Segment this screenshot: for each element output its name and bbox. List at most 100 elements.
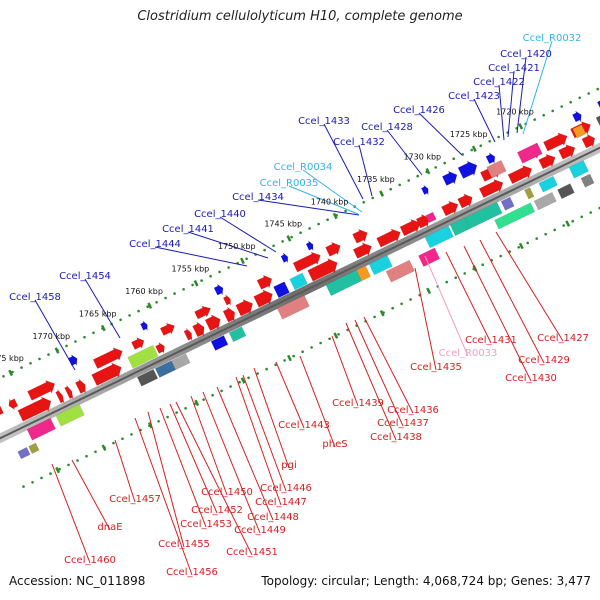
tick-dot — [173, 292, 176, 295]
major-tick — [240, 257, 245, 265]
tick-label-1720-kbp: 1720 kbp — [496, 108, 534, 117]
tick-dot — [389, 187, 393, 191]
major-tick — [425, 167, 431, 175]
tick-dot — [551, 109, 554, 113]
leader-line-ccel-1431 — [445, 251, 492, 344]
tick-dot — [544, 232, 547, 236]
gene-feature — [418, 247, 441, 267]
gene-feature — [26, 417, 56, 441]
tick-dot — [191, 283, 194, 287]
leader-line-ccel-1444 — [154, 246, 248, 267]
tick-dot — [76, 459, 79, 462]
gene-feature — [192, 321, 205, 338]
tick-dot — [362, 201, 366, 204]
gene-feature — [457, 160, 478, 179]
gene-label-pgi: pgi — [281, 460, 296, 471]
tick-dot — [508, 250, 512, 253]
leader-line-ccel-1427 — [495, 231, 564, 342]
gene-feature — [131, 337, 145, 350]
major-tick — [286, 235, 292, 242]
gene-label-ccel-1438: Ccel_1438 — [370, 432, 422, 443]
gene-feature — [325, 241, 341, 257]
gene-label-ccel-r0035: Ccel_R0035 — [260, 178, 319, 189]
gene-feature — [485, 152, 496, 165]
gene-feature — [204, 314, 221, 332]
tick-dot — [445, 280, 449, 284]
gene-feature — [557, 183, 575, 200]
gene-label-ccel-1444: Ccel_1444 — [129, 239, 181, 250]
leader-line-ccel-1436 — [363, 316, 414, 414]
leader-line-ccel-1458 — [34, 299, 76, 371]
gene-labels: Ccel_1420Ccel_1421Ccel_1422Ccel_1423Ccel… — [9, 33, 589, 578]
tick-dot — [121, 437, 124, 441]
leader-line-dnae — [71, 459, 111, 531]
tick-dot — [209, 274, 212, 278]
gene-label-ccel-1452: Ccel_1452 — [191, 505, 243, 516]
leader-line-ccel-1446 — [242, 374, 287, 492]
gene-feature — [441, 200, 459, 217]
tick-dot — [407, 179, 411, 182]
tick-dot — [443, 161, 447, 165]
gene-feature — [494, 202, 536, 230]
gene-feature — [516, 142, 543, 164]
leader-line-ccel-1440 — [219, 216, 277, 253]
major-tick — [471, 145, 477, 153]
gene-feature — [538, 153, 556, 170]
gene-label-ccel-1449: Ccel_1449 — [234, 525, 286, 536]
tick-dot — [265, 367, 268, 371]
gene-feature — [92, 347, 123, 369]
tick-dot — [571, 219, 574, 223]
gene-feature — [376, 228, 401, 248]
tick-dot — [175, 411, 178, 414]
tick-label-1770-kbp: 1770 kbp — [32, 332, 70, 341]
leader-line-ccel-1435 — [414, 267, 437, 371]
major-tick — [333, 332, 339, 339]
gene-feature — [171, 353, 191, 371]
tick-label-1755-kbp: 1755 kbp — [172, 265, 210, 274]
gene-feature — [595, 115, 600, 127]
gene-feature — [55, 403, 85, 427]
leader-line-ccel-1434 — [257, 199, 360, 216]
tick-dot — [535, 237, 538, 240]
gene-label-ccel-1446: Ccel_1446 — [260, 483, 312, 494]
gene-feature — [596, 100, 600, 109]
tick-label-1775-kbp: 1775 kbp — [0, 354, 24, 363]
tick-dot — [326, 218, 329, 221]
tick-label-1745-kbp: 1745 kbp — [264, 220, 302, 229]
gene-feature — [273, 281, 290, 299]
tick-dot — [580, 215, 583, 219]
tick-label-1760-kbp: 1760 kbp — [125, 287, 163, 296]
leader-line-phes — [299, 355, 336, 448]
tick-dot — [569, 100, 572, 104]
tick-dot — [38, 357, 41, 361]
tick-dot — [587, 92, 590, 95]
leader-line-ccel-1423 — [473, 98, 496, 143]
gene-feature — [568, 160, 589, 179]
gene-label-ccel-1450: Ccel_1450 — [201, 487, 253, 498]
gene-features — [0, 100, 600, 460]
tick-dot — [256, 372, 259, 375]
tick-dot — [533, 118, 536, 121]
leader-line-ccel-1456 — [134, 417, 193, 576]
major-tick — [565, 220, 571, 227]
gene-feature — [486, 159, 507, 179]
gene-feature — [280, 252, 289, 263]
major-tick — [332, 212, 338, 220]
tick-dot — [92, 331, 95, 335]
tick-dot — [155, 301, 158, 304]
tick-dot — [409, 298, 412, 301]
gene-feature — [533, 191, 557, 211]
tick-dot — [337, 333, 340, 336]
tick-dot — [526, 241, 529, 245]
gene-feature — [222, 294, 231, 306]
gene-feature — [478, 178, 504, 198]
tick-dot — [146, 305, 149, 309]
gene-feature — [558, 144, 576, 160]
tick-dot — [94, 450, 97, 454]
major-tick — [100, 324, 106, 332]
major-tick — [8, 369, 14, 377]
gene-label-ccel-1440: Ccel_1440 — [194, 209, 246, 220]
gene-label-ccel-1436: Ccel_1436 — [387, 405, 439, 416]
gene-feature — [91, 362, 122, 386]
